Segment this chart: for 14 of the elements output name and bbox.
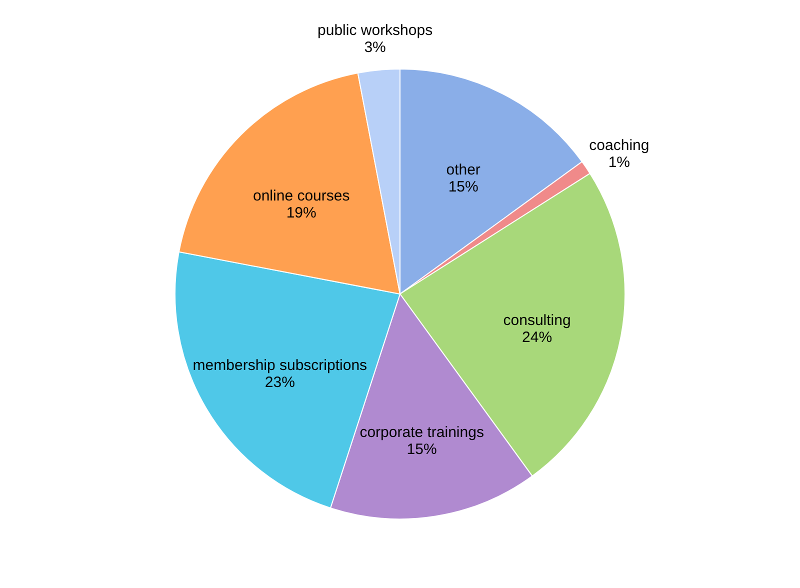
slice-label: membership subscriptions [192, 357, 368, 374]
data-label: 15% [448, 178, 478, 196]
data-label: 1% [608, 154, 630, 172]
slice-label: coaching [589, 137, 650, 154]
slice-label: corporate trainings [360, 424, 484, 441]
slice-label: public workshops [318, 22, 433, 40]
slice-label: online courses [252, 187, 350, 204]
data-label: 24% [522, 329, 552, 346]
data-label: 3% [364, 39, 386, 56]
data-label: 19% [286, 204, 316, 222]
slice-label: consulting [503, 312, 571, 330]
slice-label: other [446, 162, 480, 179]
data-label: 23% [264, 374, 295, 392]
data-label: 15% [406, 440, 437, 458]
